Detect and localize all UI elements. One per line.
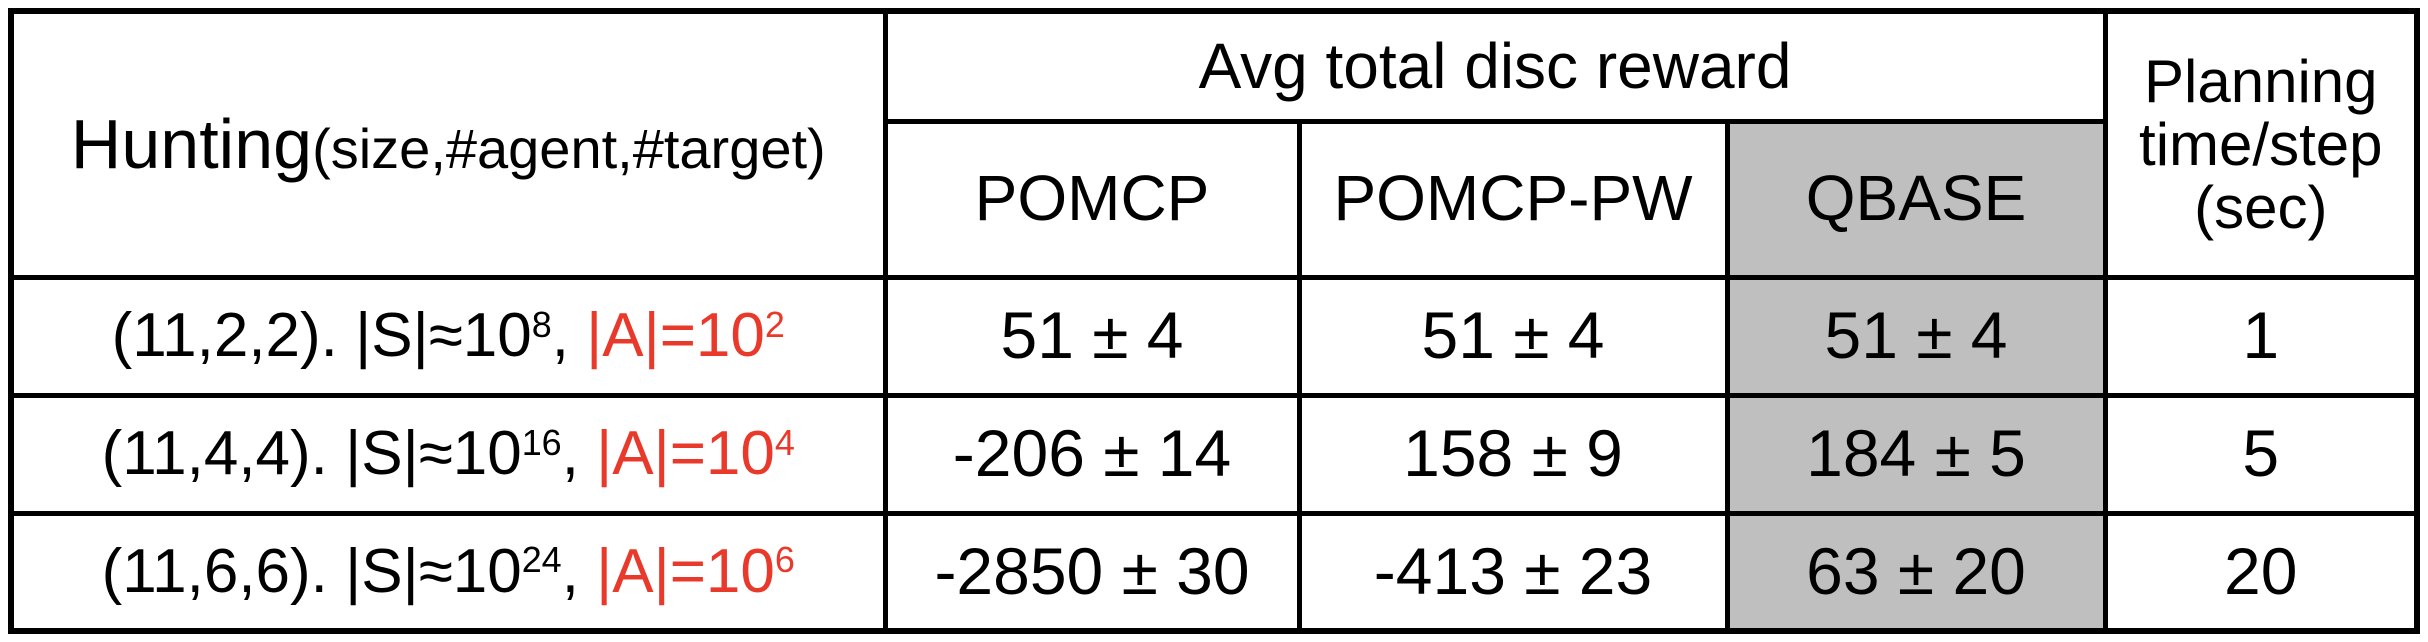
planning-time-cell: 20 xyxy=(2102,510,2420,634)
qbase-value-cell: 184 ± 5 xyxy=(1724,392,2108,516)
state-space-text: (11,2,2). |S|≈108, xyxy=(111,301,587,371)
pomcp-value-cell: -2850 ± 30 xyxy=(882,510,1302,634)
state-exponent: 8 xyxy=(531,303,552,345)
config-cell: (11,2,2). |S|≈108, |A|=102 xyxy=(8,274,888,398)
table-row: (11,6,6). |S|≈1024, |A|=106 -2850 ± 30 -… xyxy=(8,510,2420,634)
reward-group-header-cell: Avg total disc reward xyxy=(882,8,2108,124)
action-space-text: |A|=102 xyxy=(586,301,785,371)
pomcp-header-cell: POMCP xyxy=(882,118,1302,280)
pomcp-pw-value-cell: -413 ± 23 xyxy=(1296,510,1730,634)
state-space-text: (11,6,6). |S|≈1024, xyxy=(101,537,597,607)
table-row: (11,4,4). |S|≈1016, |A|=104 -206 ± 14 15… xyxy=(8,392,2420,516)
qbase-value-cell: 63 ± 20 xyxy=(1724,510,2108,634)
planning-time-cell: 5 xyxy=(2102,392,2420,516)
reward-group-label: Avg total disc reward xyxy=(1198,29,1792,102)
domain-params-label: (size,#agent,#target) xyxy=(312,116,826,180)
qbase-label: QBASE xyxy=(1805,162,2027,235)
action-space-text: |A|=104 xyxy=(596,419,795,489)
pomcp-value-cell: -206 ± 14 xyxy=(882,392,1302,516)
pomcp-pw-value-cell: 51 ± 4 xyxy=(1296,274,1730,398)
pomcp-pw-label: POMCP-PW xyxy=(1333,162,1693,235)
pomcp-pw-value-cell: 158 ± 9 xyxy=(1296,392,1730,516)
table-row: (11,2,2). |S|≈108, |A|=102 51 ± 4 51 ± 4… xyxy=(8,274,2420,398)
state-exponent: 24 xyxy=(521,539,562,581)
qbase-header-cell: QBASE xyxy=(1724,118,2108,280)
qbase-value-cell: 51 ± 4 xyxy=(1724,274,2108,398)
pomcp-value-cell: 51 ± 4 xyxy=(882,274,1302,398)
benchmark-results-table: Hunting(size,#agent,#target) Avg total d… xyxy=(8,8,2420,634)
pomcp-pw-header-cell: POMCP-PW xyxy=(1296,118,1730,280)
action-exponent: 4 xyxy=(774,421,795,463)
planning-time-label: Planning time/step (sec) xyxy=(2139,47,2383,241)
action-space-text: |A|=106 xyxy=(596,537,795,607)
domain-header-cell: Hunting(size,#agent,#target) xyxy=(8,8,888,280)
planning-time-cell: 1 xyxy=(2102,274,2420,398)
action-exponent: 2 xyxy=(764,303,785,345)
state-space-text: (11,4,4). |S|≈1016, xyxy=(101,419,597,489)
action-exponent: 6 xyxy=(774,539,795,581)
pomcp-label: POMCP xyxy=(974,162,1210,235)
config-cell: (11,4,4). |S|≈1016, |A|=104 xyxy=(8,392,888,516)
planning-time-header-cell: Planning time/step (sec) xyxy=(2102,8,2420,280)
domain-name-label: Hunting xyxy=(70,104,313,183)
config-cell: (11,6,6). |S|≈1024, |A|=106 xyxy=(8,510,888,634)
state-exponent: 16 xyxy=(521,421,562,463)
